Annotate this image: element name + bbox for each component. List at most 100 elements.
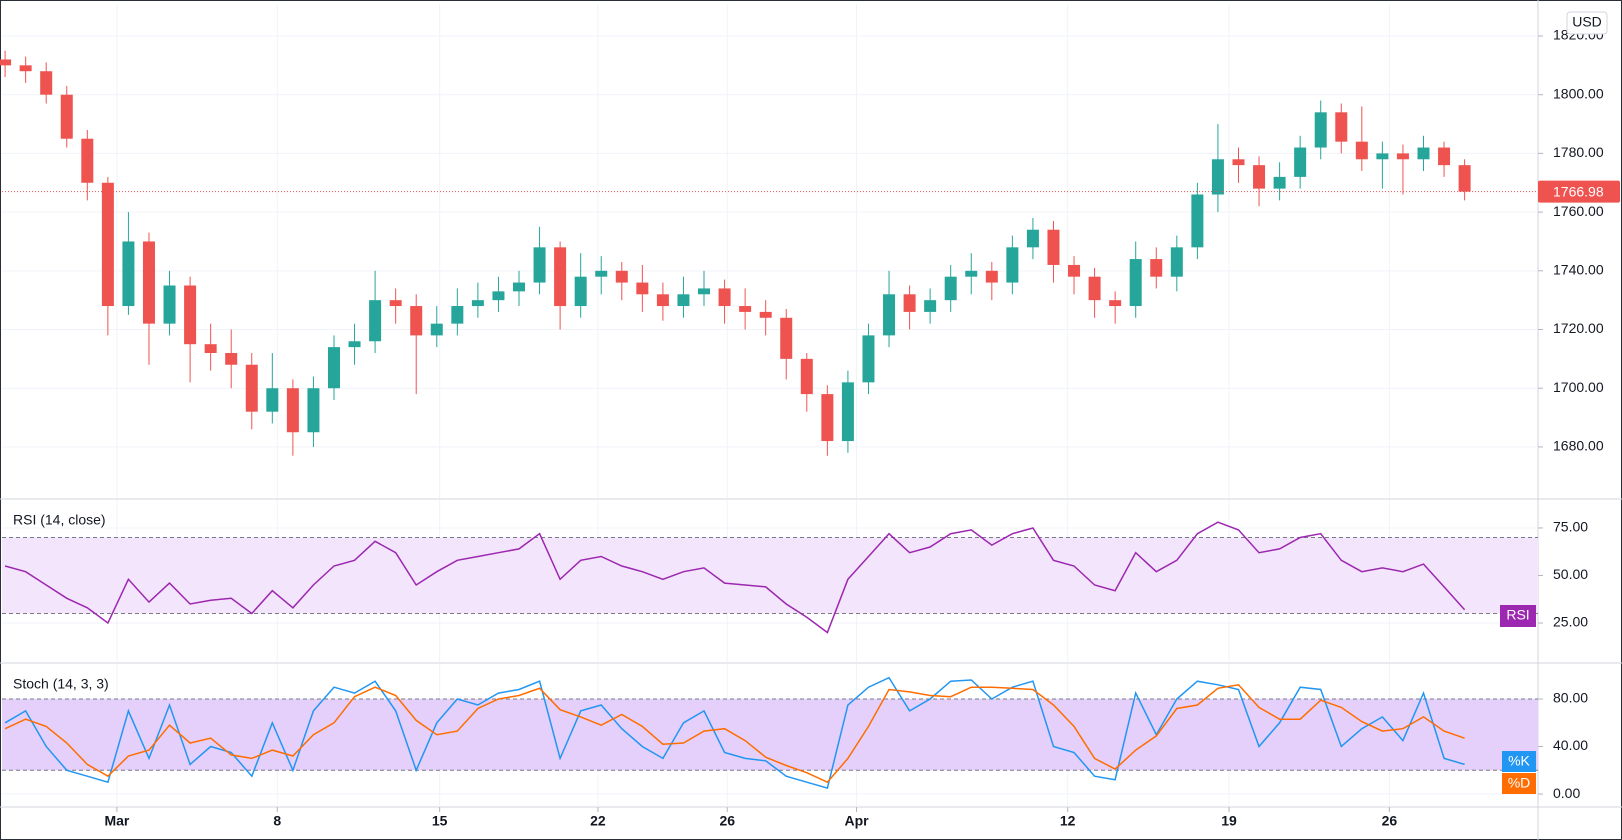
candle-body — [307, 388, 320, 433]
candle-body — [656, 294, 669, 307]
candle-body — [533, 247, 546, 283]
candle-body — [636, 282, 649, 295]
candle-body — [1191, 194, 1204, 248]
candle-body — [348, 341, 361, 348]
candle-body — [1314, 112, 1327, 148]
candle-body — [862, 335, 875, 383]
candle-body — [1088, 276, 1101, 301]
candle-body — [1458, 165, 1471, 192]
candle-body — [122, 241, 135, 307]
candle-body — [225, 352, 238, 365]
candle-body — [40, 71, 53, 95]
candle-body — [1150, 259, 1163, 277]
last-price-label: 1766.98 — [1553, 183, 1604, 199]
currency-label: USD — [1572, 14, 1602, 30]
x-tick-label: 26 — [1382, 813, 1398, 829]
candle-body — [184, 285, 197, 345]
candle-body — [204, 344, 217, 353]
candle-body — [574, 276, 587, 307]
candle-body — [327, 347, 340, 389]
candle-body — [142, 241, 155, 324]
candle-body — [430, 323, 443, 336]
candle-body — [389, 300, 402, 307]
pane-title: Stoch (14, 3, 3) — [13, 676, 109, 692]
candle-body — [1026, 229, 1039, 248]
candle-body — [903, 294, 916, 312]
candle-body — [554, 247, 567, 307]
legend-tag — [1502, 773, 1536, 794]
candle-body — [1438, 147, 1451, 166]
candle-body — [821, 394, 834, 442]
y-tick-label: 1680.00 — [1553, 438, 1604, 454]
candle-body — [718, 288, 731, 307]
y-tick-label: 80.00 — [1553, 690, 1588, 706]
candle-body — [595, 270, 608, 277]
indicator-line — [4, 683, 1465, 784]
candle-body — [1232, 159, 1245, 166]
candle-body — [739, 306, 752, 312]
candle-body — [1335, 112, 1348, 142]
legend-label: %D — [1508, 775, 1531, 791]
y-tick-label: 25.00 — [1553, 614, 1588, 630]
candle-body — [1396, 153, 1409, 160]
candle-body — [1006, 247, 1019, 283]
y-tick-label: 1760.00 — [1553, 203, 1604, 219]
candle-body — [81, 138, 94, 183]
candle-body — [101, 182, 114, 307]
candle-body — [1417, 147, 1430, 160]
x-tick-label: Mar — [104, 813, 129, 829]
indicator-line — [4, 521, 1466, 634]
candle-body — [883, 294, 896, 336]
x-tick-label: 26 — [719, 813, 735, 829]
x-tick-label: 8 — [273, 813, 281, 829]
legend-tag — [1500, 605, 1536, 627]
candle-body — [60, 94, 73, 139]
legend-tag — [1502, 751, 1536, 772]
y-tick-label: 1780.00 — [1553, 144, 1604, 160]
candle-body — [369, 300, 382, 342]
pane-title: RSI (14, close) — [13, 512, 106, 528]
candle-body — [451, 306, 464, 324]
y-tick-label: 0.00 — [1553, 785, 1580, 801]
candle-body — [944, 276, 957, 301]
candle-body — [1109, 300, 1122, 307]
candle-body — [1211, 159, 1224, 195]
candle-body — [1253, 165, 1266, 189]
legend-label: RSI — [1506, 607, 1529, 623]
candle-body — [492, 291, 505, 301]
candle-body — [513, 282, 526, 292]
candle-body — [286, 388, 299, 433]
candle-body — [1273, 176, 1286, 189]
candle-body — [1376, 153, 1389, 160]
candle-body — [965, 270, 978, 277]
x-tick-label: 22 — [590, 813, 606, 829]
y-tick-label: 1700.00 — [1553, 379, 1604, 395]
x-tick-label: 15 — [432, 813, 448, 829]
candle-body — [677, 294, 690, 307]
candle-body — [163, 285, 176, 324]
y-tick-label: 75.00 — [1553, 519, 1588, 535]
candle-body — [1355, 141, 1368, 160]
y-tick-label: 40.00 — [1553, 737, 1588, 753]
candle-body — [1129, 259, 1142, 307]
candle-body — [1047, 229, 1060, 265]
legend-label: %K — [1508, 753, 1530, 769]
indicator-line — [4, 676, 1465, 790]
candle-body — [266, 388, 279, 412]
candle-body — [780, 317, 793, 359]
candle-body — [615, 270, 628, 283]
candle-body — [924, 300, 937, 312]
candle-body — [1068, 264, 1081, 277]
candle-body — [245, 364, 258, 412]
last-price-box — [1538, 180, 1620, 203]
y-tick-label: 1800.00 — [1553, 85, 1604, 101]
candle-body — [19, 65, 32, 72]
x-tick-label: 12 — [1060, 813, 1076, 829]
candle-body — [1294, 147, 1307, 177]
y-tick-label: 50.00 — [1553, 566, 1588, 582]
candle-body — [471, 300, 484, 307]
x-tick-label: Apr — [844, 813, 869, 829]
candle-body — [985, 270, 998, 283]
candle-body — [759, 311, 772, 318]
